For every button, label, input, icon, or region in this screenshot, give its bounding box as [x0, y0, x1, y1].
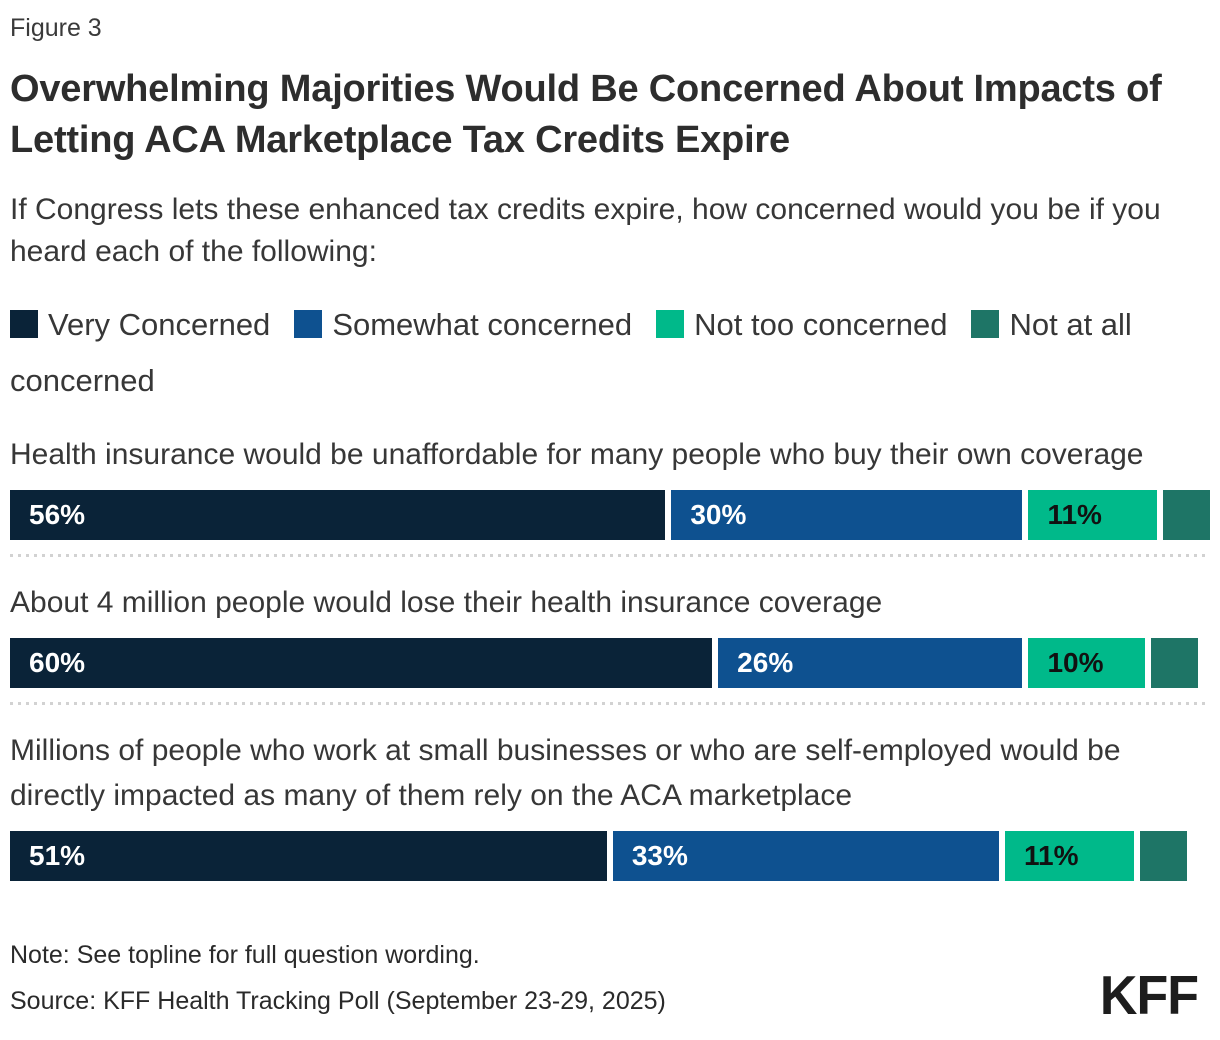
legend-swatch-somewhat-concerned: [294, 310, 323, 339]
legend-label: Not too concerned: [694, 307, 948, 343]
bar-segment-very-concerned: 56%: [10, 490, 666, 541]
legend-swatch-not-too-concerned: [656, 310, 685, 339]
question-label: Health insurance would be unaffordable f…: [10, 437, 1144, 471]
source-text: Source: KFF Health Tracking Poll (Septem…: [10, 987, 666, 1016]
bar-segment-not-too-concerned: 11%: [1028, 490, 1158, 541]
note-text: Note: See topline for full question word…: [10, 941, 480, 970]
legend-item-somewhat-concerned: Somewhat concerned: [294, 307, 656, 342]
bar-segment-not-at-all-concerned: [1163, 490, 1210, 541]
bar-segment-very-concerned: 60%: [10, 638, 713, 689]
stacked-bar: 56% 30% 11%: [10, 490, 1210, 541]
bar-segment-not-at-all-concerned: [1139, 831, 1187, 882]
legend-swatch-very-concerned: [10, 310, 38, 339]
kff-logo: KFF: [1099, 965, 1199, 1027]
bar-segment-somewhat-concerned: 30%: [671, 490, 1023, 541]
legend-label: Somewhat concerned: [332, 307, 633, 343]
bar-value-label: 10%: [1047, 647, 1104, 679]
legend-item-not-at-all-concerned: Not at all concerned: [10, 307, 1132, 398]
legend-label: Very Concerned: [48, 307, 271, 343]
legend-item-not-too-concerned: Not too concerned: [656, 307, 971, 342]
bar-segment-not-too-concerned: 11%: [1005, 831, 1134, 882]
bar-value-label: 56%: [29, 499, 86, 531]
question-label: Millions of people who work at small bus…: [10, 734, 1121, 812]
bar-segment-somewhat-concerned: 26%: [718, 638, 1023, 689]
bar-value-label: 11%: [1047, 499, 1102, 531]
bar-value-label: 60%: [29, 647, 86, 679]
chart-legend: Very Concerned Somewhat concerned Not too …: [10, 297, 1210, 409]
bar-value-label: 51%: [29, 840, 86, 872]
stacked-bar-chart: Health insurance would be unaffordable f…: [10, 433, 1210, 882]
legend-swatch-not-at-all-concerned: [971, 310, 1000, 339]
bar-value-label: 30%: [690, 499, 747, 531]
bar-segment-very-concerned: 51%: [10, 831, 607, 882]
bar-value-label: 26%: [737, 647, 794, 679]
bar-value-label: 33%: [631, 840, 688, 872]
bar-segment-not-too-concerned: 10%: [1028, 638, 1146, 689]
chart-subtitle: If Congress lets these enhanced tax cred…: [10, 193, 1161, 269]
legend-label: Not at all concerned: [10, 307, 1132, 398]
row-separator: [10, 554, 1210, 558]
figure-label: Figure 3: [10, 14, 102, 42]
stacked-bar: 60% 26% 10%: [10, 638, 1210, 689]
stacked-bar: 51% 33% 11%: [10, 831, 1210, 882]
chart-footer: Note: See topline for full question word…: [10, 941, 1210, 1026]
bar-value-label: 11%: [1024, 840, 1079, 872]
page-title: Overwhelming Majorities Would Be Concern…: [10, 68, 1162, 161]
question-label: About 4 million people would lose their …: [10, 586, 883, 620]
legend-item-very-concerned: Very Concerned: [10, 307, 294, 342]
bar-segment-somewhat-concerned: 33%: [612, 831, 1000, 882]
bar-segment-not-at-all-concerned: [1151, 638, 1199, 689]
row-separator: [10, 702, 1210, 706]
